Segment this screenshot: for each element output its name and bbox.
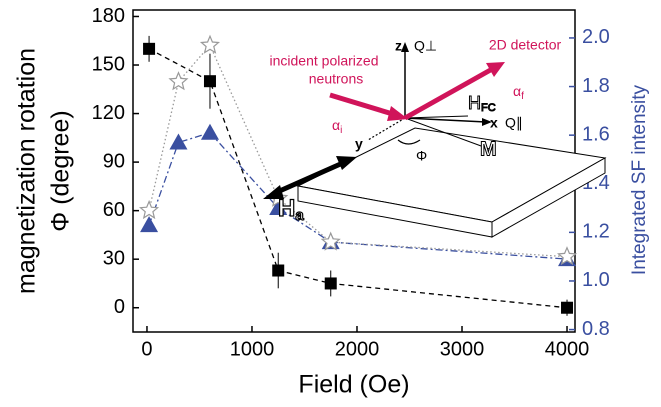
hfc-line <box>405 116 468 118</box>
inset-label: αf <box>513 83 524 102</box>
x-tick-label: 0 <box>141 338 152 360</box>
point <box>143 43 155 55</box>
inset-label: α <box>332 117 340 133</box>
inset-label: H <box>278 195 295 222</box>
point <box>272 265 284 277</box>
x-tick-label: 3000 <box>440 338 485 360</box>
y2-axis-title: Integrated SF intensity <box>629 84 650 275</box>
inset-label: Q∥ <box>505 115 523 131</box>
inset-label: Φ <box>416 148 427 164</box>
y-tick-label: 60 <box>103 199 125 221</box>
inset-label: αi <box>332 117 342 136</box>
point <box>169 133 187 149</box>
inset-label: α <box>513 83 521 99</box>
point <box>141 202 158 218</box>
inset-sub: FC <box>481 102 496 114</box>
y-tick-label: 0 <box>114 296 125 318</box>
y2-tick-label: 1.2 <box>582 221 610 243</box>
y2-tick-label: 2.0 <box>582 26 610 48</box>
point <box>325 277 337 289</box>
point <box>201 124 219 140</box>
inset-sub: a <box>295 207 304 224</box>
y-tick-label: 30 <box>103 247 125 269</box>
inset-label: Q⊥ <box>414 38 437 54</box>
x-axis-arrow <box>405 118 486 122</box>
chart: magnetization rotation Φ (degree) Integr… <box>0 0 661 407</box>
y-tick-label: 120 <box>92 102 125 124</box>
y-tick-label: 90 <box>103 150 125 172</box>
point <box>204 75 216 87</box>
inset-label: 2D detector <box>489 37 562 53</box>
y-tick-label: 150 <box>92 53 125 75</box>
y-axis-title: magnetization rotation <box>13 48 41 294</box>
inset-sub: f <box>521 91 524 102</box>
inset-label: x <box>490 115 498 131</box>
y2-tick-label: 0.8 <box>582 318 610 340</box>
y2-tick-label: 1.6 <box>582 123 610 145</box>
inset-diagram: incident polarized neutrons 2D detector … <box>263 37 605 237</box>
x-axis-title: Field (Oe) <box>298 371 409 399</box>
inset-sub: i <box>340 125 342 136</box>
inset-label: M <box>480 138 497 160</box>
point <box>140 216 158 232</box>
y2-tick-label: 1.0 <box>582 269 610 291</box>
inset-label: y <box>355 136 363 152</box>
point <box>561 302 573 314</box>
x-tick-label: 4000 <box>545 338 590 360</box>
inset-label: H <box>468 93 481 113</box>
inset-label: neutrons <box>309 71 363 87</box>
inset-label: HFC <box>468 93 496 114</box>
y-axis-title: Φ (degree) <box>47 110 75 231</box>
y2-tick-label: 1.8 <box>582 75 610 97</box>
point <box>201 36 218 52</box>
incident-beam <box>330 95 396 115</box>
inset-label: z <box>395 38 402 54</box>
x-tick-label: 1000 <box>230 338 275 360</box>
x-tick-label: 2000 <box>335 338 380 360</box>
inset-label: incident polarized <box>270 53 379 69</box>
y-tick-label: 180 <box>92 5 125 27</box>
arrowhead <box>401 42 409 52</box>
